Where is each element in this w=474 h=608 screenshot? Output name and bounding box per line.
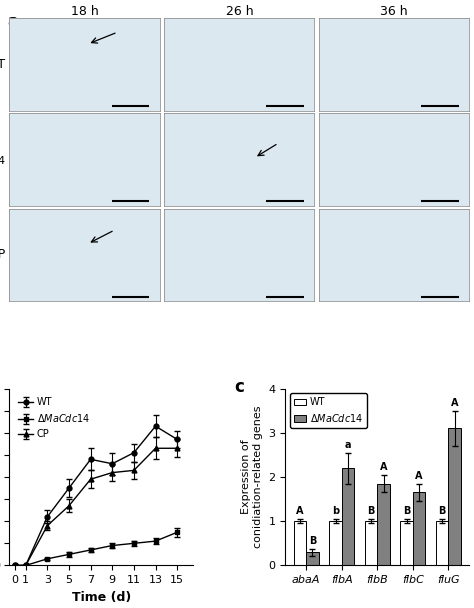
Bar — [294, 521, 306, 565]
Text: B: B — [309, 536, 316, 545]
Text: a: a — [345, 440, 351, 449]
Title: 36 h: 36 h — [380, 5, 408, 18]
Bar — [377, 483, 390, 565]
Text: B: B — [367, 506, 375, 516]
Y-axis label: $\Delta$$MaCdc14$: $\Delta$$MaCdc14$ — [0, 154, 5, 166]
Bar — [365, 521, 377, 565]
X-axis label: Time (d): Time (d) — [72, 591, 131, 604]
Text: A: A — [380, 461, 387, 472]
Bar — [413, 492, 425, 565]
Bar — [306, 552, 319, 565]
Text: A: A — [415, 471, 423, 480]
Text: A: A — [296, 506, 304, 516]
Title: 18 h: 18 h — [71, 5, 99, 18]
Bar — [329, 521, 342, 565]
Text: a: a — [7, 13, 18, 30]
Text: B: B — [438, 506, 446, 516]
Bar — [436, 521, 448, 565]
Bar — [401, 521, 413, 565]
Title: 26 h: 26 h — [226, 5, 253, 18]
Bar — [448, 429, 461, 565]
Legend: WT, $\Delta$$MaCdc14$, CP: WT, $\Delta$$MaCdc14$, CP — [14, 393, 94, 443]
Text: A: A — [451, 398, 458, 407]
Legend: WT, $\Delta$$MaCdc14$: WT, $\Delta$$MaCdc14$ — [290, 393, 367, 428]
Y-axis label: Expression of
conidiation-related genes: Expression of conidiation-related genes — [241, 406, 263, 548]
Text: B: B — [403, 506, 410, 516]
Y-axis label: WT: WT — [0, 58, 5, 71]
Y-axis label: CP: CP — [0, 249, 5, 261]
Text: b: b — [332, 506, 339, 516]
Bar — [342, 468, 354, 565]
Text: c: c — [234, 378, 244, 396]
